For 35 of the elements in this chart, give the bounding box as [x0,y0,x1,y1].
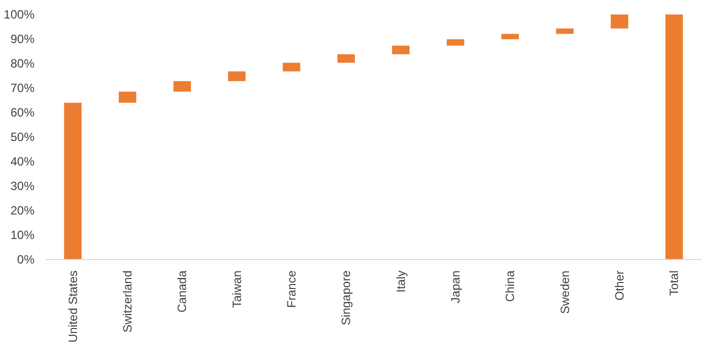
x-tick-label: Switzerland [120,270,134,333]
x-tick-label: Sweden [558,270,572,314]
bar [337,54,355,63]
bar [610,14,628,28]
x-tick-label: Italy [394,270,408,293]
y-tick-label: 70% [10,81,35,95]
bar [446,39,464,46]
y-tick-label: 0% [17,252,35,266]
y-tick-label: 100% [4,8,35,22]
x-tick-label: China [503,270,518,302]
x-tick-label: Singapore [339,270,354,326]
x-tick-label: Other [612,270,626,301]
bar [282,62,300,72]
y-tick-label: 10% [10,228,35,242]
bar [556,28,574,34]
bar [64,102,82,260]
bar [392,46,410,54]
x-tick-label: France [284,270,298,308]
x-tick-label: Total [667,270,682,296]
x-tick-label: Canada [175,270,190,313]
bar [228,71,246,82]
x-tick-label: Japan [448,270,462,304]
x-tick-label: Taiwan [230,270,244,308]
bar [665,14,683,260]
y-tick-label: 40% [10,154,35,168]
bar [501,34,519,40]
bar [118,92,136,103]
y-tick-label: 30% [10,179,35,193]
bar [173,81,191,92]
y-tick-label: 50% [10,130,35,144]
y-tick-label: 60% [10,106,35,120]
y-tick-label: 90% [10,32,35,46]
y-tick-label: 80% [10,56,35,70]
x-tick-label: United States [66,270,80,343]
y-tick-label: 20% [10,204,35,218]
